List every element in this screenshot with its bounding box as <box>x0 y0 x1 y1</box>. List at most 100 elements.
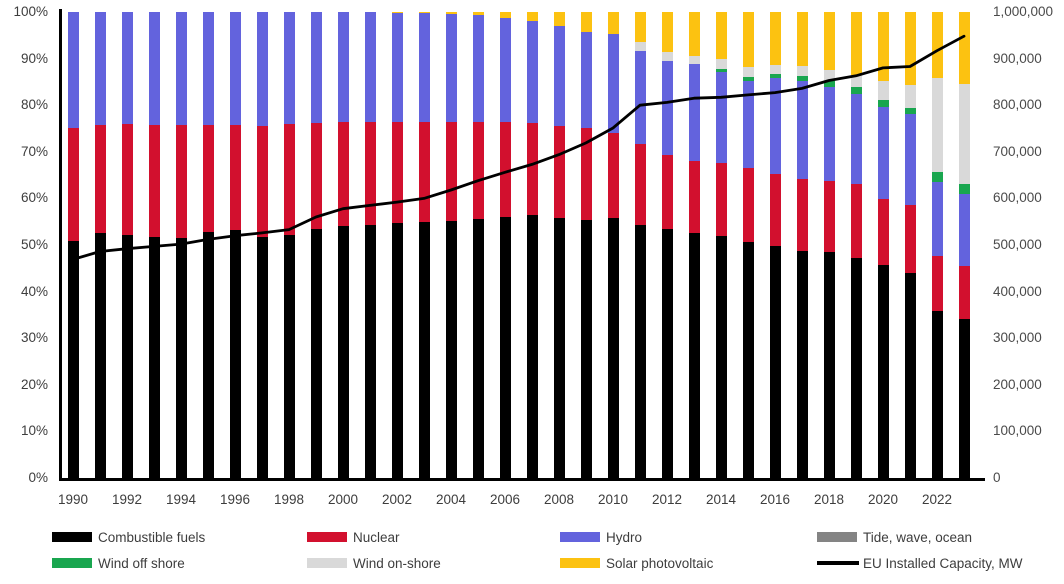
stacked-bar-2007 <box>526 12 538 478</box>
segment <box>445 220 457 478</box>
segment <box>580 128 592 221</box>
segment <box>553 26 565 126</box>
x-axis-line <box>59 478 985 481</box>
segment <box>229 12 241 125</box>
segment <box>823 251 835 478</box>
segment <box>742 67 754 78</box>
stacked-bar-1992 <box>121 12 133 478</box>
stacked-bar-1993 <box>148 12 160 478</box>
segment <box>715 235 727 478</box>
segment <box>67 240 79 478</box>
stacked-bar-1999 <box>310 12 322 478</box>
segment <box>202 125 214 232</box>
y-left-tick-label: 30% <box>20 330 48 346</box>
segment <box>688 55 700 64</box>
segment <box>661 52 673 61</box>
y-right-tick-label: 0 <box>993 470 1001 485</box>
segment <box>202 12 214 126</box>
x-tick-label: 2006 <box>489 492 521 507</box>
x-tick-label: 1992 <box>111 492 143 507</box>
legend-item: Combustible fuels <box>52 529 205 545</box>
stacked-bar-2002 <box>391 12 403 478</box>
segment <box>769 246 781 478</box>
segment <box>580 32 592 129</box>
stacked-bar-1991 <box>94 12 106 478</box>
y-left-tick-label: 60% <box>20 190 48 206</box>
segment <box>715 162 727 236</box>
segment <box>418 121 430 222</box>
segment <box>823 87 835 181</box>
segment <box>634 144 646 225</box>
segment <box>796 12 808 67</box>
segment <box>850 12 862 75</box>
y-axis-line <box>59 9 62 480</box>
y-right-tick-label: 100,000 <box>993 423 1042 439</box>
segment <box>877 12 889 81</box>
stacked-bar-1994 <box>175 12 187 478</box>
segment <box>391 12 403 122</box>
y-right-tick-label: 200,000 <box>993 376 1042 392</box>
segment <box>445 121 457 221</box>
segment <box>445 12 457 15</box>
x-tick-label: 1998 <box>273 492 305 507</box>
segment <box>364 224 376 478</box>
stacked-bar-1996 <box>229 12 241 478</box>
segment <box>715 68 727 73</box>
segment <box>931 172 943 183</box>
segment <box>553 12 565 27</box>
x-tick-label: 1994 <box>165 492 197 507</box>
segment <box>877 100 889 107</box>
segment <box>796 76 808 82</box>
segment <box>283 12 295 125</box>
segment <box>877 106 889 199</box>
segment <box>769 78 781 175</box>
legend-color-swatch <box>560 558 600 568</box>
segment <box>499 12 511 18</box>
x-tick-label: 2018 <box>813 492 845 507</box>
y-left-tick-label: 50% <box>20 237 48 252</box>
segment <box>634 224 646 478</box>
segment <box>904 12 916 86</box>
stacked-bar-2005 <box>472 12 484 478</box>
legend-label: Nuclear <box>353 529 400 545</box>
segment <box>148 236 160 478</box>
y-right-tick-label: 700,000 <box>993 143 1042 159</box>
segment <box>472 15 484 122</box>
stacked-bar-2011 <box>634 12 646 478</box>
segment <box>553 125 565 219</box>
x-tick-label: 2022 <box>921 492 953 507</box>
y-left-tick-label: 70% <box>20 143 48 159</box>
legend-color-swatch <box>52 532 92 542</box>
segment <box>715 12 727 60</box>
segment <box>931 182 943 257</box>
x-tick-label: 2004 <box>435 492 467 507</box>
y-left-tick-label: 90% <box>20 50 48 66</box>
x-tick-label: 2020 <box>867 492 899 507</box>
segment <box>904 114 916 206</box>
segment <box>769 74 781 79</box>
segment <box>958 183 970 194</box>
segment <box>904 272 916 478</box>
segment <box>742 77 754 81</box>
segment <box>796 179 808 251</box>
segment <box>823 70 835 82</box>
legend-label: Tide, wave, ocean <box>863 529 973 545</box>
y-left-tick-label: 0% <box>28 470 48 485</box>
stacked-bar-2008 <box>553 12 565 478</box>
segment <box>796 66 808 77</box>
segment <box>850 87 862 94</box>
segment <box>337 122 349 227</box>
segment <box>958 193 970 267</box>
stacked-bar-2010 <box>607 12 619 478</box>
legend-item: Solar photovoltaic <box>560 555 713 571</box>
x-tick-label: 1990 <box>57 492 89 507</box>
segment <box>931 256 943 311</box>
legend-item: Nuclear <box>307 529 400 545</box>
capacity-line <box>71 34 966 261</box>
legend-color-swatch <box>307 532 347 542</box>
y-left-tick-label: 100% <box>13 4 48 19</box>
segment <box>94 12 106 125</box>
segment <box>310 122 322 229</box>
x-tick-label: 2010 <box>597 492 629 507</box>
